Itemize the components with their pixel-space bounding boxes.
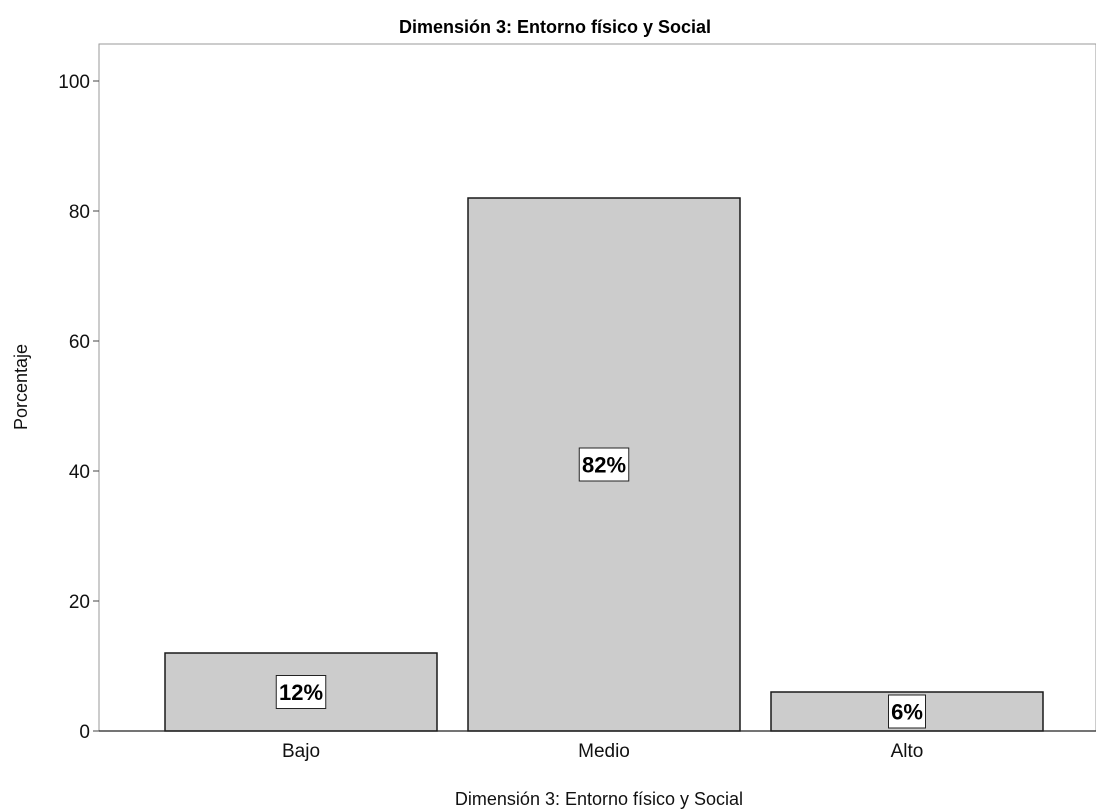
x-tick-label: Alto xyxy=(891,741,924,762)
data-label-text: 82% xyxy=(582,453,626,478)
data-label-box xyxy=(888,694,926,729)
data-label-box xyxy=(578,447,630,482)
data-labels-group: 12% 82% 6% xyxy=(275,447,926,729)
data-label-box xyxy=(275,675,327,709)
y-tick-label: 0 xyxy=(79,722,90,743)
y-tick-label: 40 xyxy=(69,462,90,483)
data-label-text: 12% xyxy=(279,680,323,705)
y-axis-title: Porcentaje xyxy=(11,344,31,430)
y-tick-label: 80 xyxy=(69,202,90,223)
data-label-medio: 82% xyxy=(578,447,630,482)
x-axis: Bajo Medio Alto xyxy=(282,741,923,762)
chart-title: Dimensión 3: Entorno físico y Social xyxy=(399,17,711,37)
y-tick-label: 20 xyxy=(69,592,90,613)
x-axis-title: Dimensión 3: Entorno físico y Social xyxy=(455,789,743,809)
y-axis: 0 20 40 60 80 100 xyxy=(58,72,99,743)
y-tick-label: 60 xyxy=(69,332,90,353)
x-tick-label: Medio xyxy=(578,741,630,762)
data-label-bajo: 12% xyxy=(275,675,327,709)
data-label-alto: 6% xyxy=(888,694,926,729)
data-label-text: 6% xyxy=(891,700,923,725)
y-tick-label: 100 xyxy=(58,72,90,93)
x-tick-label: Bajo xyxy=(282,741,320,762)
